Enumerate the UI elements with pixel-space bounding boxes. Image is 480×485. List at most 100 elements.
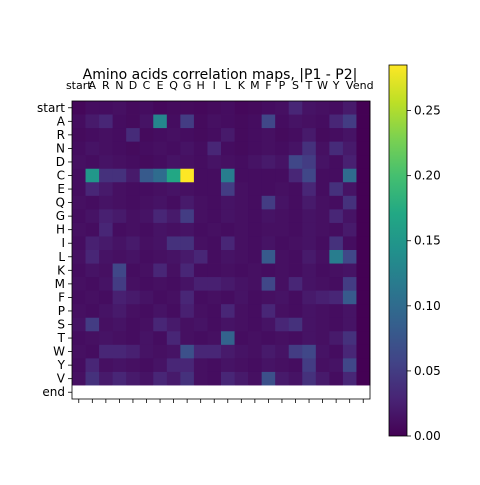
heatmap-cell: [275, 317, 290, 332]
heatmap-cell: [126, 236, 141, 251]
heatmap-cell: [193, 222, 208, 237]
heatmap-cell: [356, 195, 371, 210]
heatmap-cell: [302, 128, 317, 143]
heatmap-cell: [112, 101, 127, 115]
heatmap-cell: [329, 182, 344, 197]
heatmap-cell: [166, 236, 181, 251]
heatmap-cell: [85, 290, 100, 305]
heatmap-cell: [153, 250, 168, 264]
heatmap-cell: [234, 236, 249, 251]
heatmap-cell: [261, 263, 276, 278]
heatmap-cell: [139, 304, 154, 319]
heatmap-cell: [166, 101, 181, 115]
heatmap-cell: [126, 331, 141, 346]
heatmap-cell: [342, 304, 357, 319]
heatmap-cell: [72, 263, 86, 278]
heatmap-cell: [85, 114, 100, 129]
heatmap-cell: [248, 290, 263, 305]
heatmap-cell: [166, 182, 181, 197]
heatmap-cell: [234, 304, 249, 319]
heatmap-cell: [315, 371, 330, 386]
heatmap-cell: [193, 277, 208, 292]
y-tick-label: E: [57, 182, 65, 196]
heatmap-cell: [234, 155, 249, 170]
heatmap-cell: [302, 222, 317, 237]
heatmap-cell: [329, 101, 344, 115]
heatmap-cell: [342, 209, 357, 224]
heatmap-cell: [180, 290, 195, 305]
heatmap-cell: [315, 114, 330, 129]
heatmap-cell: [275, 236, 290, 251]
heatmap-cell: [356, 141, 371, 156]
heatmap-cell: [288, 385, 303, 400]
colorbar-tick-label: 0.10: [414, 299, 441, 313]
heatmap-cell: [275, 358, 290, 373]
y-tick-label: C: [57, 169, 65, 183]
heatmap-cell: [342, 250, 357, 264]
heatmap-cell: [261, 385, 276, 400]
heatmap-cell: [139, 101, 154, 115]
heatmap-cell: [85, 195, 100, 210]
heatmap-cell: [248, 304, 263, 319]
heatmap-cell: [180, 195, 195, 210]
heatmap-cell: [329, 195, 344, 210]
heatmap-cell: [72, 155, 86, 170]
heatmap-cell: [356, 371, 371, 386]
heatmap-cell: [221, 250, 235, 264]
heatmap-cell: [261, 222, 276, 237]
heatmap-cell: [261, 277, 276, 292]
heatmap-cell: [166, 128, 181, 143]
heatmap-cell: [288, 358, 303, 373]
x-tick-label: L: [225, 79, 232, 92]
heatmap-cell: [166, 304, 181, 319]
heatmap-cell: [234, 209, 249, 224]
heatmap-cell: [193, 317, 208, 332]
heatmap-cell: [302, 331, 317, 346]
heatmap-cell: [126, 155, 141, 170]
heatmap-cell: [342, 182, 357, 197]
heatmap-cell: [166, 222, 181, 237]
heatmap-cell: [288, 101, 303, 115]
heatmap-cell: [261, 250, 276, 264]
heatmap-cell: [99, 114, 114, 129]
heatmap-cell: [221, 101, 235, 115]
heatmap-cell: [207, 263, 222, 278]
heatmap-cell: [180, 141, 195, 156]
x-tick-label: E: [157, 79, 164, 92]
heatmap-cell: [329, 331, 344, 346]
heatmap-cell: [356, 331, 371, 346]
heatmap-cell: [288, 236, 303, 251]
y-tick-label: W: [53, 345, 65, 359]
heatmap-cell: [166, 331, 181, 346]
heatmap-cell: [139, 371, 154, 386]
heatmap-cell: [207, 168, 222, 183]
heatmap-cell: [72, 114, 86, 129]
heatmap-cell: [234, 277, 249, 292]
heatmap-cell: [275, 209, 290, 224]
heatmap-cell: [329, 317, 344, 332]
heatmap-cell: [342, 371, 357, 386]
heatmap-cell: [112, 290, 127, 305]
heatmap-cell: [139, 168, 154, 183]
heatmap-cell: [248, 168, 263, 183]
heatmap-cell: [207, 304, 222, 319]
heatmap-cell: [221, 128, 235, 143]
heatmap-cell: [302, 358, 317, 373]
heatmap-cell: [356, 101, 371, 115]
heatmap-cell: [153, 290, 168, 305]
heatmap-cell: [180, 182, 195, 197]
y-tick-label: start: [37, 101, 65, 115]
heatmap-cell: [126, 250, 141, 264]
heatmap-cell: [193, 209, 208, 224]
heatmap-cell: [72, 385, 86, 400]
y-tick-label: T: [57, 331, 66, 345]
heatmap-cell: [288, 141, 303, 156]
heatmap-cell: [139, 182, 154, 197]
heatmap-cell: [207, 236, 222, 251]
heatmap-cell: [193, 263, 208, 278]
chart-title: Amino acids correlation maps, |P1 - P2|: [83, 67, 358, 83]
x-tick-label: A: [89, 79, 97, 92]
heatmap-cell: [221, 277, 235, 292]
heatmap-cell: [180, 236, 195, 251]
